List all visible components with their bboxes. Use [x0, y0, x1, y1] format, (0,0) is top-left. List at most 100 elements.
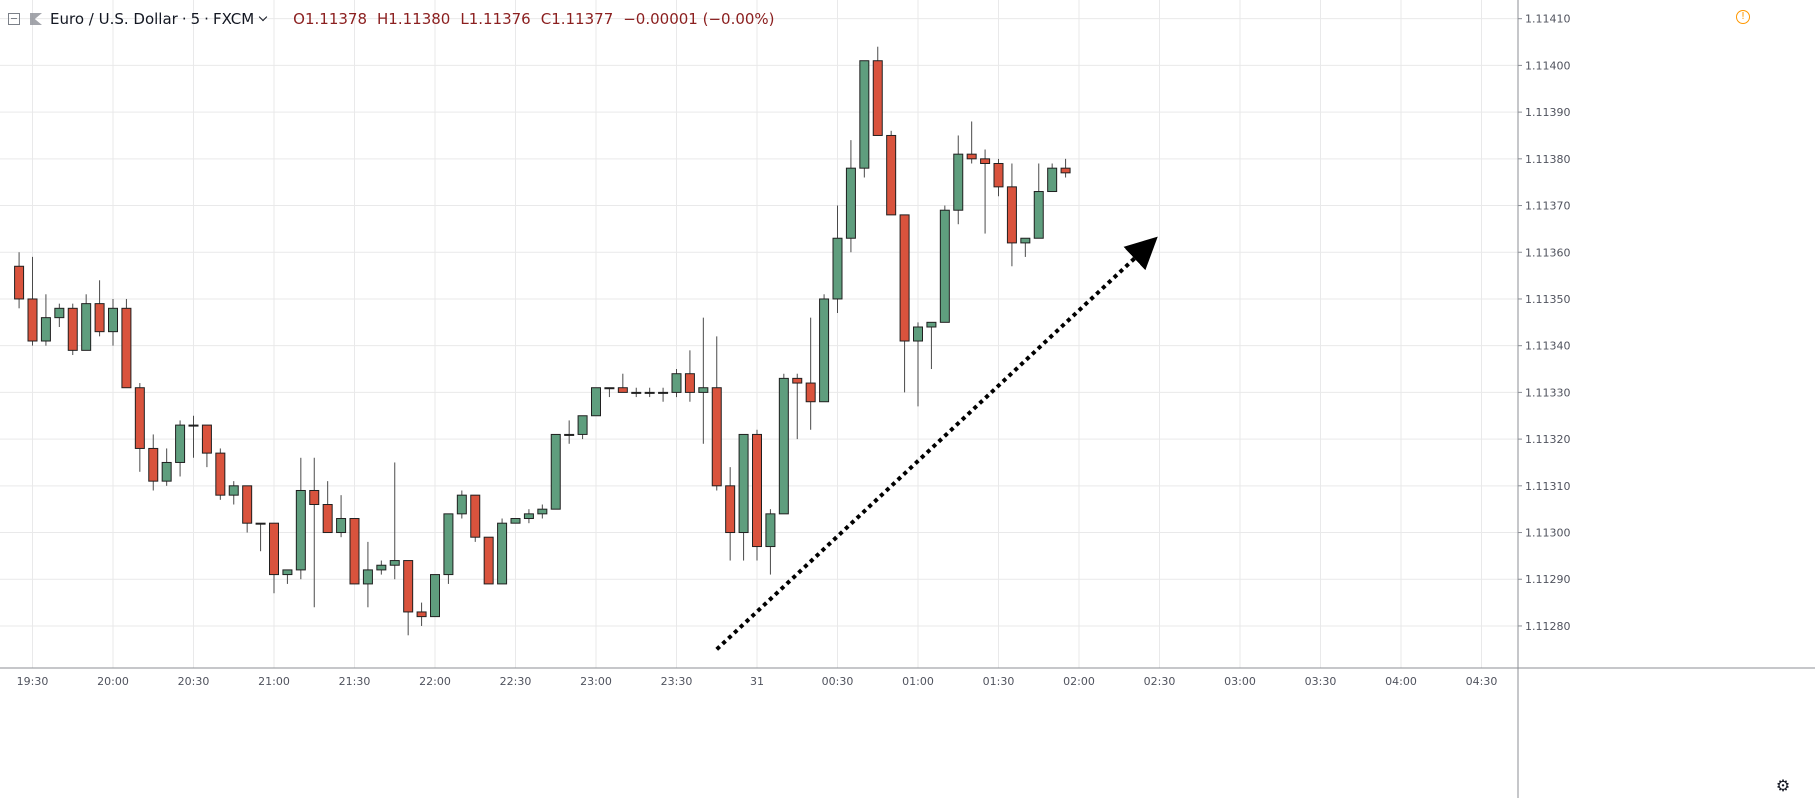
candle-up[interactable] — [913, 326, 923, 342]
candle-down[interactable] — [94, 303, 105, 333]
candle-up[interactable] — [859, 60, 870, 169]
candle-down[interactable] — [470, 494, 481, 538]
candle-down[interactable] — [148, 447, 159, 482]
candle-down[interactable] — [416, 611, 427, 618]
candle-down[interactable] — [1060, 167, 1071, 174]
candle-up[interactable] — [336, 518, 347, 534]
candle-up[interactable] — [1033, 191, 1044, 239]
candle-up[interactable] — [362, 569, 373, 585]
candle-up[interactable] — [523, 513, 534, 520]
candle-up[interactable] — [282, 569, 293, 576]
candle-down[interactable] — [980, 158, 991, 164]
x-axis-tick-label: 23:00 — [580, 675, 612, 688]
candle-down[interactable] — [805, 382, 816, 403]
y-axis-tick-label: 1.11350 — [1525, 293, 1571, 306]
trend-arrow[interactable] — [715, 236, 1158, 651]
candle-down[interactable] — [617, 387, 628, 393]
collapse-icon[interactable] — [8, 13, 20, 25]
candle-down[interactable] — [886, 134, 897, 216]
candle-up[interactable] — [537, 508, 548, 515]
candle-down[interactable] — [483, 536, 494, 585]
chevron-down-icon[interactable] — [260, 14, 267, 21]
gear-icon[interactable]: ⚙ — [1775, 776, 1791, 795]
y-axis-tick-label: 1.11340 — [1525, 340, 1571, 353]
symbol-label[interactable]: Euro / U.S. Dollar · 5 · FXCM — [50, 10, 267, 28]
drawing-layer[interactable] — [715, 236, 1158, 651]
candle-up[interactable] — [497, 522, 508, 585]
candle-down[interactable] — [14, 265, 25, 300]
candle-up[interactable] — [175, 424, 186, 463]
candle-up[interactable] — [161, 461, 172, 482]
candle-up[interactable] — [510, 518, 521, 524]
candle-up[interactable] — [591, 387, 601, 417]
chart-legend: Euro / U.S. Dollar · 5 · FXCM O1.11378 H… — [8, 8, 775, 30]
candle-up[interactable] — [953, 153, 964, 211]
candle-down[interactable] — [872, 60, 883, 136]
candle-up[interactable] — [188, 424, 199, 427]
candle-down[interactable] — [899, 214, 910, 342]
candle-up[interactable] — [819, 298, 830, 403]
candle-down[interactable] — [242, 485, 253, 524]
candle-up[interactable] — [1020, 237, 1031, 244]
candle-down[interactable] — [67, 307, 78, 351]
candle-up[interactable] — [456, 494, 467, 515]
candle-up[interactable] — [430, 574, 440, 618]
y-axis-tick-label: 1.11410 — [1525, 13, 1571, 26]
candle-down[interactable] — [134, 387, 145, 449]
candle-up[interactable] — [671, 373, 682, 393]
candle-up[interactable] — [832, 237, 843, 300]
y-axis-tick-label: 1.11290 — [1525, 573, 1571, 586]
candle-up[interactable] — [81, 303, 92, 351]
candle-down[interactable] — [215, 452, 226, 496]
candle-down[interactable] — [711, 387, 722, 487]
candle-up[interactable] — [658, 391, 669, 394]
candle-down[interactable] — [121, 307, 132, 389]
candle-up[interactable] — [295, 489, 306, 571]
candle-down[interactable] — [1006, 186, 1017, 244]
candle-up[interactable] — [550, 433, 561, 510]
candle-up[interactable] — [926, 321, 937, 328]
candle-up[interactable] — [604, 387, 615, 390]
warning-icon[interactable]: ! — [1736, 10, 1750, 24]
candle-down[interactable] — [684, 373, 695, 393]
candle-down[interactable] — [349, 518, 360, 585]
candle-up[interactable] — [564, 433, 575, 436]
candle-up[interactable] — [376, 564, 387, 571]
candle-up[interactable] — [108, 307, 118, 333]
candle-down[interactable] — [403, 560, 414, 613]
candle-down[interactable] — [966, 153, 977, 160]
candle-down[interactable] — [725, 485, 736, 534]
candle-up[interactable] — [738, 433, 749, 534]
candle-up[interactable] — [644, 391, 655, 394]
candle-up[interactable] — [40, 317, 51, 342]
candle-up[interactable] — [631, 391, 642, 394]
candle-down[interactable] — [27, 298, 38, 342]
candle-down[interactable] — [752, 433, 762, 548]
x-axis-tick-label: 01:30 — [983, 675, 1015, 688]
candle-layer[interactable] — [14, 46, 1071, 636]
candle-up[interactable] — [54, 307, 65, 319]
grid-layer — [0, 0, 1518, 668]
y-axis-tick-label: 1.11280 — [1525, 620, 1571, 633]
candle-up[interactable] — [389, 560, 400, 566]
x-axis-tick-label: 03:00 — [1224, 675, 1256, 688]
candle-down[interactable] — [201, 424, 212, 454]
candle-up[interactable] — [1047, 167, 1058, 193]
candle-up[interactable] — [698, 387, 709, 393]
y-axis-tick-label: 1.11400 — [1525, 59, 1571, 72]
candle-up[interactable] — [577, 415, 588, 435]
candle-down[interactable] — [269, 522, 279, 576]
candle-down[interactable] — [309, 489, 320, 506]
candle-up[interactable] — [765, 513, 776, 548]
candle-up[interactable] — [443, 513, 454, 576]
candle-up[interactable] — [939, 209, 950, 323]
candle-up[interactable] — [778, 377, 789, 515]
candle-up[interactable] — [228, 485, 239, 496]
candle-down[interactable] — [993, 162, 1004, 188]
candle-up[interactable] — [255, 522, 266, 525]
candle-up[interactable] — [845, 167, 856, 239]
candle-down[interactable] — [792, 377, 803, 384]
candle-down[interactable] — [322, 504, 333, 534]
